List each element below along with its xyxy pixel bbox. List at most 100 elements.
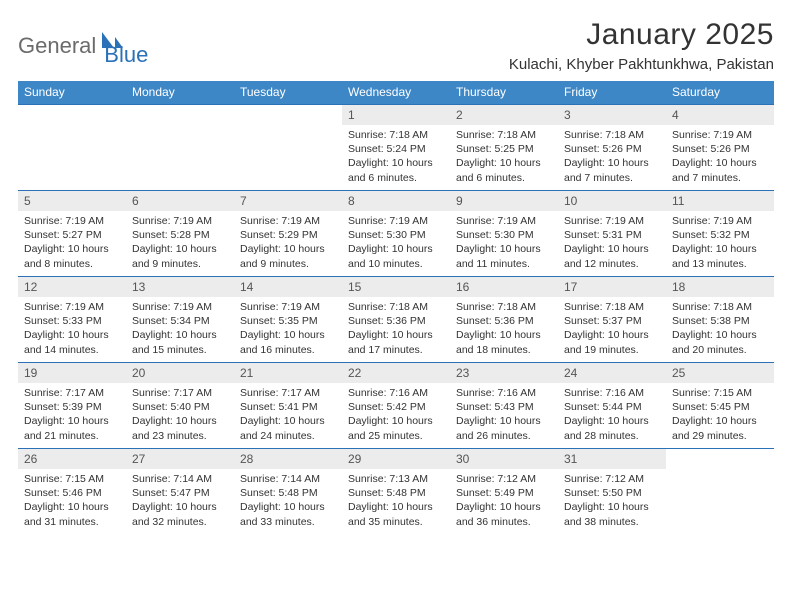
week-row: ......1Sunrise: 7:18 AMSunset: 5:24 PMDa…	[18, 105, 774, 191]
day-number: 8	[342, 191, 450, 211]
sunrise-line: Sunrise: 7:12 AM	[456, 472, 552, 486]
day-number: 7	[234, 191, 342, 211]
sunrise-line: Sunrise: 7:19 AM	[456, 214, 552, 228]
daylight-line: Daylight: 10 hours and 25 minutes.	[348, 414, 444, 442]
sunset-line: Sunset: 5:45 PM	[672, 400, 768, 414]
week-row: 5Sunrise: 7:19 AMSunset: 5:27 PMDaylight…	[18, 191, 774, 277]
day-details: Sunrise: 7:19 AMSunset: 5:32 PMDaylight:…	[666, 211, 774, 275]
sunrise-line: Sunrise: 7:18 AM	[456, 300, 552, 314]
sunset-line: Sunset: 5:30 PM	[348, 228, 444, 242]
day-cell: 6Sunrise: 7:19 AMSunset: 5:28 PMDaylight…	[126, 191, 234, 277]
sunset-line: Sunset: 5:31 PM	[564, 228, 660, 242]
day-details: Sunrise: 7:19 AMSunset: 5:27 PMDaylight:…	[18, 211, 126, 275]
daylight-line: Daylight: 10 hours and 9 minutes.	[240, 242, 336, 270]
day-number: 21	[234, 363, 342, 383]
day-details: Sunrise: 7:19 AMSunset: 5:26 PMDaylight:…	[666, 125, 774, 189]
day-cell: 2Sunrise: 7:18 AMSunset: 5:25 PMDaylight…	[450, 105, 558, 191]
daylight-line: Daylight: 10 hours and 23 minutes.	[132, 414, 228, 442]
day-cell: 12Sunrise: 7:19 AMSunset: 5:33 PMDayligh…	[18, 277, 126, 363]
day-cell: 3Sunrise: 7:18 AMSunset: 5:26 PMDaylight…	[558, 105, 666, 191]
day-cell: 17Sunrise: 7:18 AMSunset: 5:37 PMDayligh…	[558, 277, 666, 363]
sunset-line: Sunset: 5:48 PM	[348, 486, 444, 500]
day-details: Sunrise: 7:14 AMSunset: 5:48 PMDaylight:…	[234, 469, 342, 533]
sunset-line: Sunset: 5:30 PM	[456, 228, 552, 242]
day-number: 30	[450, 449, 558, 469]
sunrise-line: Sunrise: 7:17 AM	[132, 386, 228, 400]
sunset-line: Sunset: 5:43 PM	[456, 400, 552, 414]
week-row: 19Sunrise: 7:17 AMSunset: 5:39 PMDayligh…	[18, 363, 774, 449]
day-details: Sunrise: 7:19 AMSunset: 5:29 PMDaylight:…	[234, 211, 342, 275]
sunrise-line: Sunrise: 7:16 AM	[564, 386, 660, 400]
day-details: Sunrise: 7:18 AMSunset: 5:36 PMDaylight:…	[342, 297, 450, 361]
calendar-page: General Blue January 2025 Kulachi, Khybe…	[0, 0, 792, 535]
day-details: Sunrise: 7:16 AMSunset: 5:44 PMDaylight:…	[558, 383, 666, 447]
day-details: Sunrise: 7:19 AMSunset: 5:30 PMDaylight:…	[342, 211, 450, 275]
sunrise-line: Sunrise: 7:13 AM	[348, 472, 444, 486]
day-details: Sunrise: 7:18 AMSunset: 5:26 PMDaylight:…	[558, 125, 666, 189]
daylight-line: Daylight: 10 hours and 32 minutes.	[132, 500, 228, 528]
sunset-line: Sunset: 5:37 PM	[564, 314, 660, 328]
sunset-line: Sunset: 5:28 PM	[132, 228, 228, 242]
day-cell: 8Sunrise: 7:19 AMSunset: 5:30 PMDaylight…	[342, 191, 450, 277]
sunrise-line: Sunrise: 7:17 AM	[240, 386, 336, 400]
day-number: 22	[342, 363, 450, 383]
sunrise-line: Sunrise: 7:19 AM	[24, 300, 120, 314]
weekday-header: Wednesday	[342, 81, 450, 105]
day-number: 20	[126, 363, 234, 383]
daylight-line: Daylight: 10 hours and 36 minutes.	[456, 500, 552, 528]
sunrise-line: Sunrise: 7:18 AM	[348, 128, 444, 142]
daylight-line: Daylight: 10 hours and 15 minutes.	[132, 328, 228, 356]
daylight-line: Daylight: 10 hours and 26 minutes.	[456, 414, 552, 442]
day-cell: 30Sunrise: 7:12 AMSunset: 5:49 PMDayligh…	[450, 449, 558, 535]
sunrise-line: Sunrise: 7:14 AM	[240, 472, 336, 486]
day-cell: 22Sunrise: 7:16 AMSunset: 5:42 PMDayligh…	[342, 363, 450, 449]
daylight-line: Daylight: 10 hours and 21 minutes.	[24, 414, 120, 442]
sunset-line: Sunset: 5:32 PM	[672, 228, 768, 242]
sunset-line: Sunset: 5:42 PM	[348, 400, 444, 414]
day-details: Sunrise: 7:18 AMSunset: 5:38 PMDaylight:…	[666, 297, 774, 361]
day-cell: 10Sunrise: 7:19 AMSunset: 5:31 PMDayligh…	[558, 191, 666, 277]
daylight-line: Daylight: 10 hours and 9 minutes.	[132, 242, 228, 270]
day-number: 27	[126, 449, 234, 469]
day-number: 1	[342, 105, 450, 125]
day-cell: 19Sunrise: 7:17 AMSunset: 5:39 PMDayligh…	[18, 363, 126, 449]
day-cell: 21Sunrise: 7:17 AMSunset: 5:41 PMDayligh…	[234, 363, 342, 449]
day-details: Sunrise: 7:12 AMSunset: 5:50 PMDaylight:…	[558, 469, 666, 533]
day-number: 13	[126, 277, 234, 297]
day-details: Sunrise: 7:18 AMSunset: 5:36 PMDaylight:…	[450, 297, 558, 361]
daylight-line: Daylight: 10 hours and 38 minutes.	[564, 500, 660, 528]
day-number: 18	[666, 277, 774, 297]
day-cell: 24Sunrise: 7:16 AMSunset: 5:44 PMDayligh…	[558, 363, 666, 449]
daylight-line: Daylight: 10 hours and 7 minutes.	[564, 156, 660, 184]
day-details: Sunrise: 7:19 AMSunset: 5:34 PMDaylight:…	[126, 297, 234, 361]
sunset-line: Sunset: 5:35 PM	[240, 314, 336, 328]
day-number: 29	[342, 449, 450, 469]
day-cell: 29Sunrise: 7:13 AMSunset: 5:48 PMDayligh…	[342, 449, 450, 535]
day-details: Sunrise: 7:19 AMSunset: 5:30 PMDaylight:…	[450, 211, 558, 275]
day-cell: 5Sunrise: 7:19 AMSunset: 5:27 PMDaylight…	[18, 191, 126, 277]
day-cell: 11Sunrise: 7:19 AMSunset: 5:32 PMDayligh…	[666, 191, 774, 277]
day-details: Sunrise: 7:17 AMSunset: 5:39 PMDaylight:…	[18, 383, 126, 447]
day-details: Sunrise: 7:19 AMSunset: 5:35 PMDaylight:…	[234, 297, 342, 361]
day-cell: 18Sunrise: 7:18 AMSunset: 5:38 PMDayligh…	[666, 277, 774, 363]
sunset-line: Sunset: 5:24 PM	[348, 142, 444, 156]
day-cell: 13Sunrise: 7:19 AMSunset: 5:34 PMDayligh…	[126, 277, 234, 363]
sunrise-line: Sunrise: 7:16 AM	[456, 386, 552, 400]
sunrise-line: Sunrise: 7:19 AM	[24, 214, 120, 228]
daylight-line: Daylight: 10 hours and 6 minutes.	[456, 156, 552, 184]
day-cell: 25Sunrise: 7:15 AMSunset: 5:45 PMDayligh…	[666, 363, 774, 449]
sunrise-line: Sunrise: 7:17 AM	[24, 386, 120, 400]
sunset-line: Sunset: 5:44 PM	[564, 400, 660, 414]
day-details: Sunrise: 7:18 AMSunset: 5:37 PMDaylight:…	[558, 297, 666, 361]
sunrise-line: Sunrise: 7:18 AM	[456, 128, 552, 142]
day-number: 12	[18, 277, 126, 297]
day-details: Sunrise: 7:13 AMSunset: 5:48 PMDaylight:…	[342, 469, 450, 533]
weekday-header: Monday	[126, 81, 234, 105]
day-number: 3	[558, 105, 666, 125]
day-number: 17	[558, 277, 666, 297]
sunset-line: Sunset: 5:33 PM	[24, 314, 120, 328]
sunset-line: Sunset: 5:36 PM	[456, 314, 552, 328]
sunset-line: Sunset: 5:47 PM	[132, 486, 228, 500]
day-details: Sunrise: 7:14 AMSunset: 5:47 PMDaylight:…	[126, 469, 234, 533]
daylight-line: Daylight: 10 hours and 28 minutes.	[564, 414, 660, 442]
